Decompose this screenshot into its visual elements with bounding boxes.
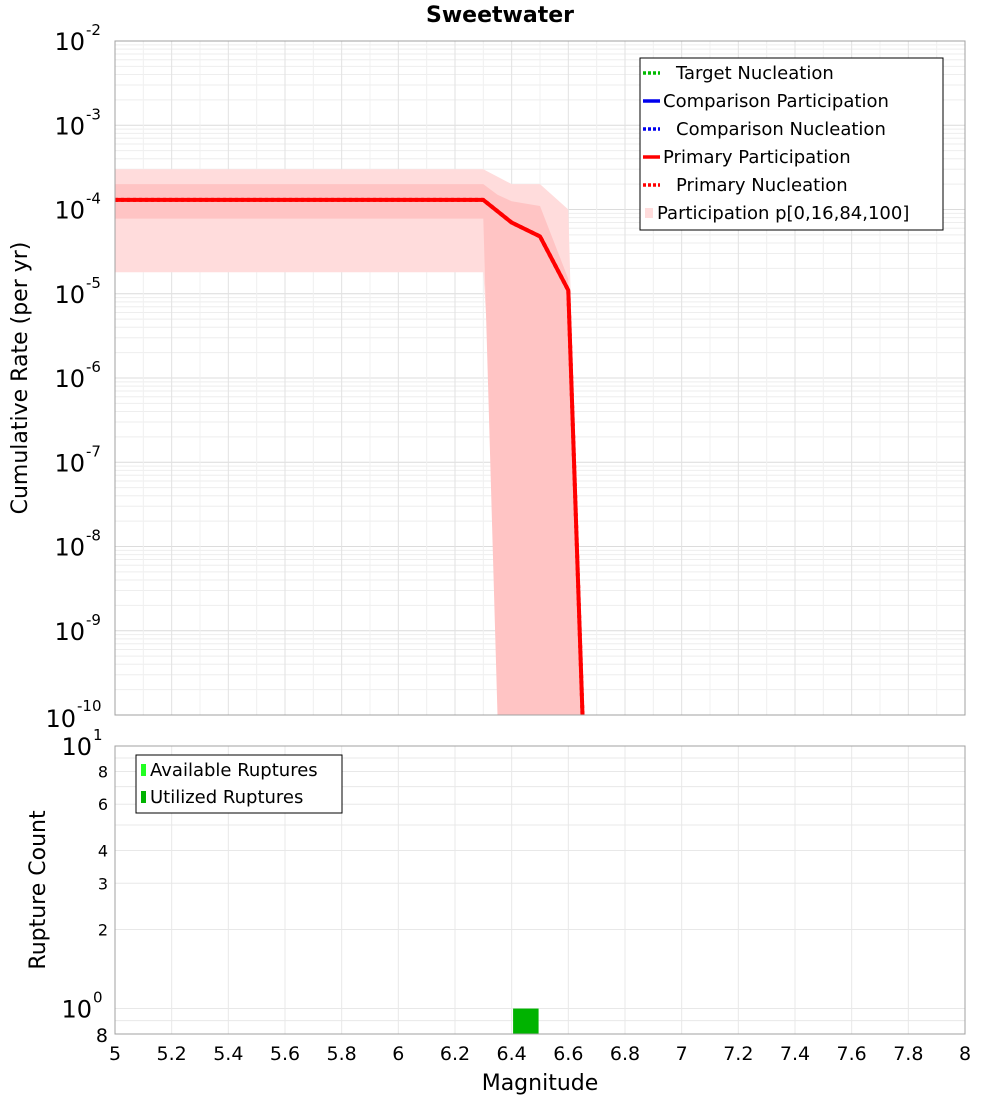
top-y-tick-base: 10 [54, 365, 85, 393]
bar-utilized-ruptures [513, 1008, 539, 1034]
top-y-tick-labels: 10-210-310-410-510-610-710-810-910-10 [45, 21, 101, 733]
series-primary-nucleation [115, 197, 585, 716]
top-y-tick-exp: -6 [86, 358, 101, 376]
x-tick-label: 7.8 [893, 1043, 923, 1065]
top-legend: Target Nucleation Comparison Participatio… [639, 57, 944, 231]
bottom-legend-items: Available Ruptures Utilized Ruptures [141, 760, 318, 808]
bottom-y-tick: 3 [98, 874, 108, 893]
bottom-y-tick: 2 [98, 921, 108, 940]
rate-lines [115, 197, 585, 716]
x-tick-label: 8 [959, 1043, 971, 1065]
top-panel: 10-210-310-410-510-610-710-810-910-10 Cu… [8, 21, 966, 733]
top-plot-frame [114, 40, 966, 716]
top-y-tick-exp: -7 [86, 442, 101, 460]
legend-label: Utilized Ruptures [150, 787, 303, 808]
bottom-y-tick-exp: 1 [93, 726, 103, 744]
legend-label: Comparison Participation [663, 91, 889, 112]
top-y-tick-base: 10 [54, 449, 85, 477]
legend-swatch-bar [141, 764, 146, 776]
top-y-tick-exp: -4 [86, 190, 101, 208]
bottom-legend-box [135, 754, 343, 814]
legend-label: Primary Nucleation [676, 175, 848, 196]
x-tick-label: 7.4 [780, 1043, 810, 1065]
bottom-y-tick-base: 10 [61, 733, 92, 761]
x-tick-label: 6.6 [553, 1043, 583, 1065]
top-y-tick-base: 10 [54, 281, 85, 309]
top-y-tick-exp: -2 [86, 21, 101, 39]
participation-bands [115, 169, 583, 716]
bottom-plot-frame [114, 745, 966, 1035]
top-y-tick-exp: -10 [77, 697, 102, 715]
x-tick-label: 6.8 [610, 1043, 640, 1065]
top-y-tick-base: 10 [54, 618, 85, 646]
top-y-tick-exp: -3 [86, 105, 101, 123]
top-y-tick-base: 10 [54, 28, 85, 56]
x-tick-label: 7.2 [723, 1043, 753, 1065]
top-y-tick-base: 10 [45, 705, 76, 733]
legend-label: Target Nucleation [675, 63, 834, 84]
top-y-tick-exp: -9 [86, 611, 101, 629]
x-tick-labels: 5 5.2 5.4 5.6 5.8 6 6.2 6.4 6.6 6.8 7 7.2 7.4 7.6 7.8 8 [109, 1043, 971, 1065]
top-y-tick-base: 10 [54, 197, 85, 225]
top-y-tick-base: 10 [54, 534, 85, 562]
x-axis-label: Magnitude [482, 1071, 599, 1096]
top-legend-items: Target Nucleation Comparison Participatio… [643, 63, 909, 224]
bottom-y-tick: 8 [98, 762, 108, 781]
legend-swatch-bar [141, 791, 146, 803]
bottom-y-tick-base: 10 [61, 996, 92, 1024]
bottom-y-tick-exp: 0 [93, 989, 103, 1007]
top-y-tick-exp: -8 [86, 527, 101, 545]
x-tick-label: 5 [109, 1043, 121, 1065]
x-tick-label: 6.2 [440, 1043, 470, 1065]
bottom-y-axis-label: Rupture Count [26, 810, 51, 970]
legend-swatch-band [645, 208, 653, 218]
legend-label: Participation p[0,16,84,100] [657, 203, 909, 224]
x-tick-label: 5.8 [327, 1043, 357, 1065]
x-tick-label: 5.4 [213, 1043, 243, 1065]
legend-label: Comparison Nucleation [676, 119, 886, 140]
chart-title: Sweetwater [426, 3, 574, 28]
bottom-legend: Available Ruptures Utilized Ruptures [135, 754, 343, 814]
bottom-y-tick: 4 [98, 841, 108, 860]
bottom-y-tick: 8 [96, 1025, 108, 1047]
legend-label: Primary Participation [663, 147, 851, 168]
top-y-tick-base: 10 [54, 112, 85, 140]
top-y-tick-exp: -5 [86, 274, 101, 292]
top-legend-box [639, 57, 944, 231]
bottom-y-tick: 6 [98, 795, 108, 814]
top-y-axis-label: Cumulative Rate (per yr) [8, 242, 33, 515]
x-tick-label: 5.2 [157, 1043, 187, 1065]
legend-label: Available Ruptures [150, 760, 318, 781]
x-tick-label: 6 [392, 1043, 404, 1065]
x-tick-label: 7 [676, 1043, 688, 1065]
rupture-bars [513, 1008, 539, 1034]
x-tick-label: 6.4 [497, 1043, 527, 1065]
band-participation-p-16-84- [115, 184, 583, 716]
x-tick-label: 7.6 [837, 1043, 867, 1065]
x-tick-label: 5.6 [270, 1043, 300, 1065]
